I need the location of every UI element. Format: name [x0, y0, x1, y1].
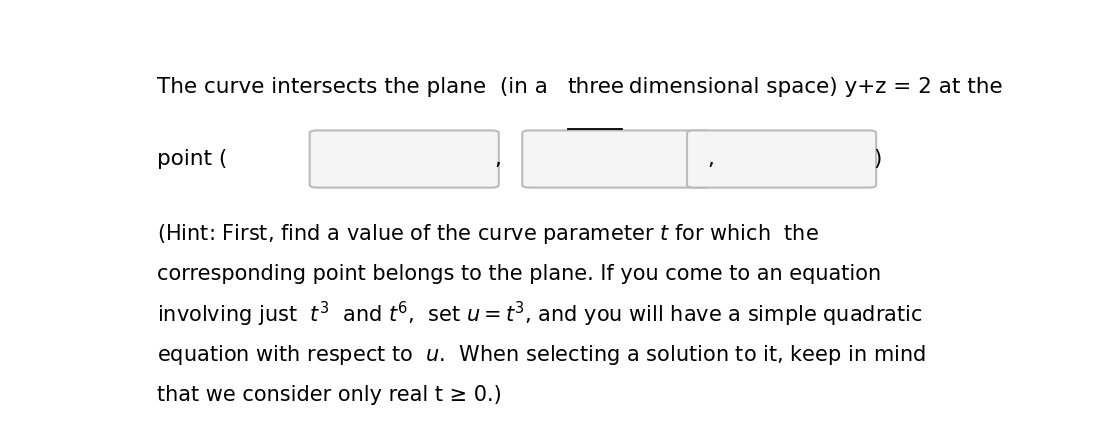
Text: ,: , — [707, 149, 714, 169]
Text: point (: point ( — [157, 149, 227, 169]
Text: ,: , — [495, 149, 501, 169]
FancyBboxPatch shape — [522, 131, 711, 187]
Text: (Hint: First, find a value of the curve parameter $t$ for which  the: (Hint: First, find a value of the curve … — [157, 222, 819, 246]
FancyBboxPatch shape — [687, 131, 877, 187]
Text: corresponding point belongs to the plane. If you come to an equation: corresponding point belongs to the plane… — [157, 264, 881, 284]
Text: involving just  $t^3$  and $t^6$,  set $u = t^3$, and you will have a simple qua: involving just $t^3$ and $t^6$, set $u =… — [157, 300, 923, 329]
Text: ): ) — [873, 149, 882, 169]
Text: that we consider only real t ≥ 0.): that we consider only real t ≥ 0.) — [157, 385, 501, 404]
Text: The curve intersects the plane  (in a: The curve intersects the plane (in a — [157, 77, 554, 97]
Text: dimensional space) y+z = 2 at the: dimensional space) y+z = 2 at the — [623, 77, 1002, 97]
Text: equation with respect to  $u$.  When selecting a solution to it, keep in mind: equation with respect to $u$. When selec… — [157, 342, 925, 366]
FancyBboxPatch shape — [310, 131, 499, 187]
Text: three: three — [567, 77, 625, 97]
